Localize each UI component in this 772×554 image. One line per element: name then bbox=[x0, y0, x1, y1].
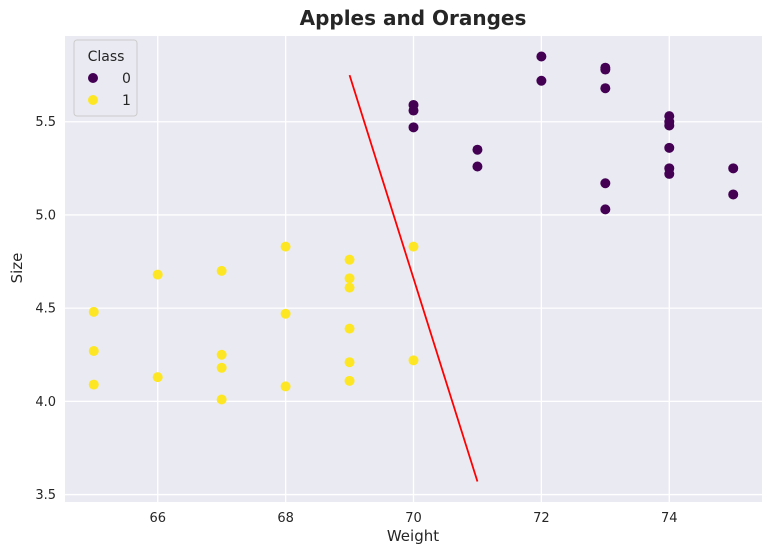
data-point-class-1 bbox=[216, 265, 227, 276]
data-point-class-1 bbox=[344, 323, 355, 334]
data-point-class-1 bbox=[344, 273, 355, 284]
data-point-class-1 bbox=[408, 241, 419, 252]
legend: Class 0 1 bbox=[73, 39, 138, 117]
decision-boundary-line bbox=[348, 74, 479, 482]
x-tick-label: 66 bbox=[149, 511, 166, 526]
x-tick-label: 70 bbox=[405, 511, 422, 526]
y-tick-label: 4.5 bbox=[35, 302, 56, 317]
data-point-class-0 bbox=[472, 144, 483, 155]
data-point-class-0 bbox=[664, 120, 675, 131]
data-point-class-0 bbox=[600, 64, 611, 75]
data-point-class-1 bbox=[280, 308, 291, 319]
data-point-class-0 bbox=[472, 161, 483, 172]
data-point-class-1 bbox=[408, 355, 419, 366]
data-point-class-0 bbox=[408, 122, 419, 133]
data-point-class-1 bbox=[344, 357, 355, 368]
data-point-class-1 bbox=[152, 372, 163, 383]
data-point-class-0 bbox=[728, 163, 739, 174]
tick-labels: 66 68 70 72 74 3.5 4.0 4.5 5.0 5.5 bbox=[35, 115, 677, 526]
data-point-class-1 bbox=[88, 346, 99, 357]
data-point-class-1 bbox=[216, 394, 227, 405]
decision-line-layer bbox=[348, 74, 479, 482]
x-axis-label: Weight bbox=[387, 527, 439, 545]
data-point-class-0 bbox=[664, 142, 675, 153]
data-point-class-1 bbox=[216, 362, 227, 373]
y-tick-label: 5.5 bbox=[35, 115, 56, 130]
data-point-class-1 bbox=[88, 306, 99, 317]
y-axis-label: Size bbox=[8, 253, 26, 284]
data-point-class-0 bbox=[600, 178, 611, 189]
data-point-class-0 bbox=[536, 51, 547, 62]
data-point-class-1 bbox=[344, 254, 355, 265]
data-point-class-1 bbox=[344, 282, 355, 293]
legend-label-class-1: 1 bbox=[122, 93, 131, 109]
data-points bbox=[88, 51, 739, 405]
data-point-class-1 bbox=[280, 381, 291, 392]
x-tick-label: 74 bbox=[661, 511, 678, 526]
legend-title: Class bbox=[88, 49, 125, 65]
data-point-class-1 bbox=[216, 349, 227, 360]
legend-marker-class-1 bbox=[88, 95, 98, 105]
data-point-class-0 bbox=[728, 189, 739, 200]
chart-title: Apples and Oranges bbox=[300, 6, 527, 30]
data-point-class-0 bbox=[600, 83, 611, 94]
data-point-class-1 bbox=[344, 375, 355, 386]
legend-label-class-0: 0 bbox=[122, 71, 131, 87]
y-tick-label: 5.0 bbox=[35, 208, 56, 223]
y-tick-label: 4.0 bbox=[35, 395, 56, 410]
data-point-class-0 bbox=[408, 105, 419, 116]
y-tick-label: 3.5 bbox=[35, 488, 56, 503]
data-point-class-1 bbox=[280, 241, 291, 252]
legend-marker-class-0 bbox=[88, 73, 98, 83]
data-point-class-1 bbox=[152, 269, 163, 280]
x-tick-label: 72 bbox=[533, 511, 550, 526]
data-point-class-0 bbox=[664, 168, 675, 179]
data-point-class-0 bbox=[600, 204, 611, 215]
x-tick-label: 68 bbox=[277, 511, 294, 526]
data-point-class-1 bbox=[88, 379, 99, 390]
data-point-class-0 bbox=[536, 75, 547, 86]
